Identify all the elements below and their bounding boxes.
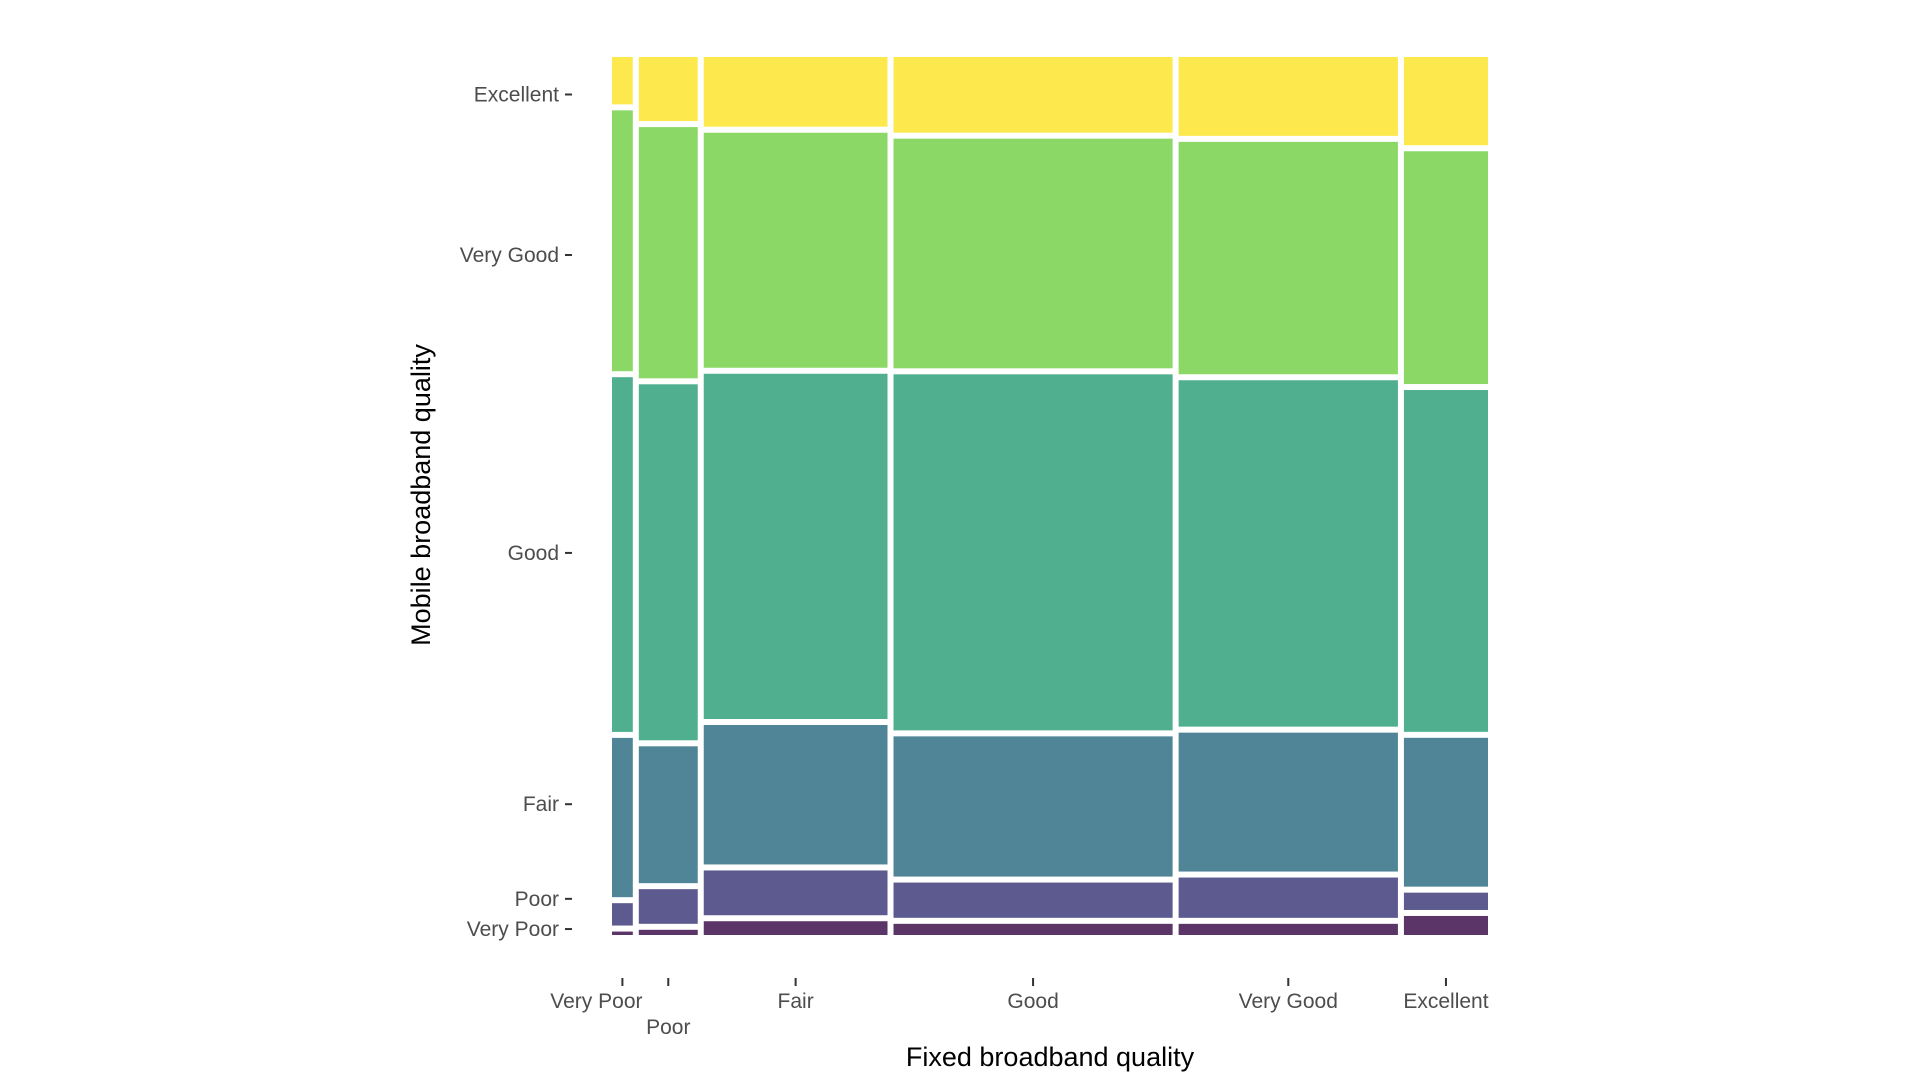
mosaic-cell-very-poor-very-good [612, 110, 633, 372]
mosaic-cell-fair-excellent [703, 57, 888, 127]
mosaic-cell-poor-poor [638, 889, 698, 924]
y-tick-label-excellent: Excellent [474, 83, 559, 106]
mosaic-cell-good-fair [893, 736, 1173, 877]
mosaic-cell-very-good-very-good [1178, 141, 1398, 375]
mosaic-cell-good-good [893, 374, 1173, 731]
x-tick-label-very-poor: Very Poor [550, 990, 642, 1013]
y-tick-label-very-good: Very Good [460, 244, 559, 267]
x-tick-label-excellent: Excellent [1403, 990, 1488, 1013]
y-tick-label-very-poor: Very Poor [467, 918, 559, 941]
mosaic-cell-fair-good [703, 373, 888, 719]
x-tick-label-fair: Fair [778, 990, 814, 1013]
mosaic-cell-excellent-very-good [1403, 151, 1488, 385]
mosaic-cell-poor-very-poor [638, 929, 698, 935]
mosaic-cell-poor-fair [638, 746, 698, 884]
x-tick-label-good: Good [1007, 990, 1058, 1013]
mosaic-cell-excellent-poor [1403, 892, 1488, 910]
y-axis: Very Poor Poor Fair Good Very Good Excellent [460, 83, 572, 941]
mosaic-cell-fair-very-good [703, 132, 888, 368]
x-tick-label-poor: Poor [646, 1016, 690, 1039]
mosaic-cell-fair-poor [703, 870, 888, 916]
mosaic-cell-excellent-good [1403, 390, 1488, 732]
mosaic-cell-very-good-poor [1178, 877, 1398, 918]
mosaic-cell-very-poor-very-poor [612, 931, 633, 935]
mosaic-cell-good-excellent [893, 57, 1173, 133]
mosaic-cell-very-poor-poor [612, 903, 633, 926]
mosaic-cell-excellent-excellent [1403, 57, 1488, 146]
y-tick-label-fair: Fair [523, 793, 559, 816]
mosaic-cell-poor-very-good [638, 127, 698, 379]
mosaic-cell-good-very-good [893, 138, 1173, 369]
y-tick-label-good: Good [508, 542, 559, 565]
mosaic-cell-good-poor [893, 882, 1173, 918]
mosaic-cell-very-good-good [1178, 380, 1398, 727]
y-axis-title: Mobile broadband quality [406, 344, 436, 646]
mosaic-cell-very-good-fair [1178, 732, 1398, 872]
mosaic-cell-excellent-very-poor [1403, 915, 1488, 935]
mosaic-cell-very-good-very-poor [1178, 923, 1398, 935]
mosaic-cell-fair-fair [703, 724, 888, 865]
mosaic-cell-very-poor-fair [612, 737, 633, 898]
x-tick-label-very-good: Very Good [1239, 990, 1338, 1013]
x-axis-title: Fixed broadband quality [906, 1042, 1195, 1072]
mosaic-cell-good-very-poor [893, 923, 1173, 935]
mosaic-cell-very-poor-good [612, 377, 633, 732]
mosaic-cell-very-poor-excellent [612, 57, 633, 105]
mosaic-cell-very-good-excellent [1178, 57, 1398, 136]
mosaic-cell-excellent-fair [1403, 737, 1488, 887]
mosaic-cell-fair-very-poor [703, 921, 888, 935]
mosaic-cells [612, 57, 1488, 935]
y-tick-label-poor: Poor [515, 888, 559, 911]
mosaic-cell-poor-good [638, 384, 698, 741]
mosaic-cell-poor-excellent [638, 57, 698, 122]
